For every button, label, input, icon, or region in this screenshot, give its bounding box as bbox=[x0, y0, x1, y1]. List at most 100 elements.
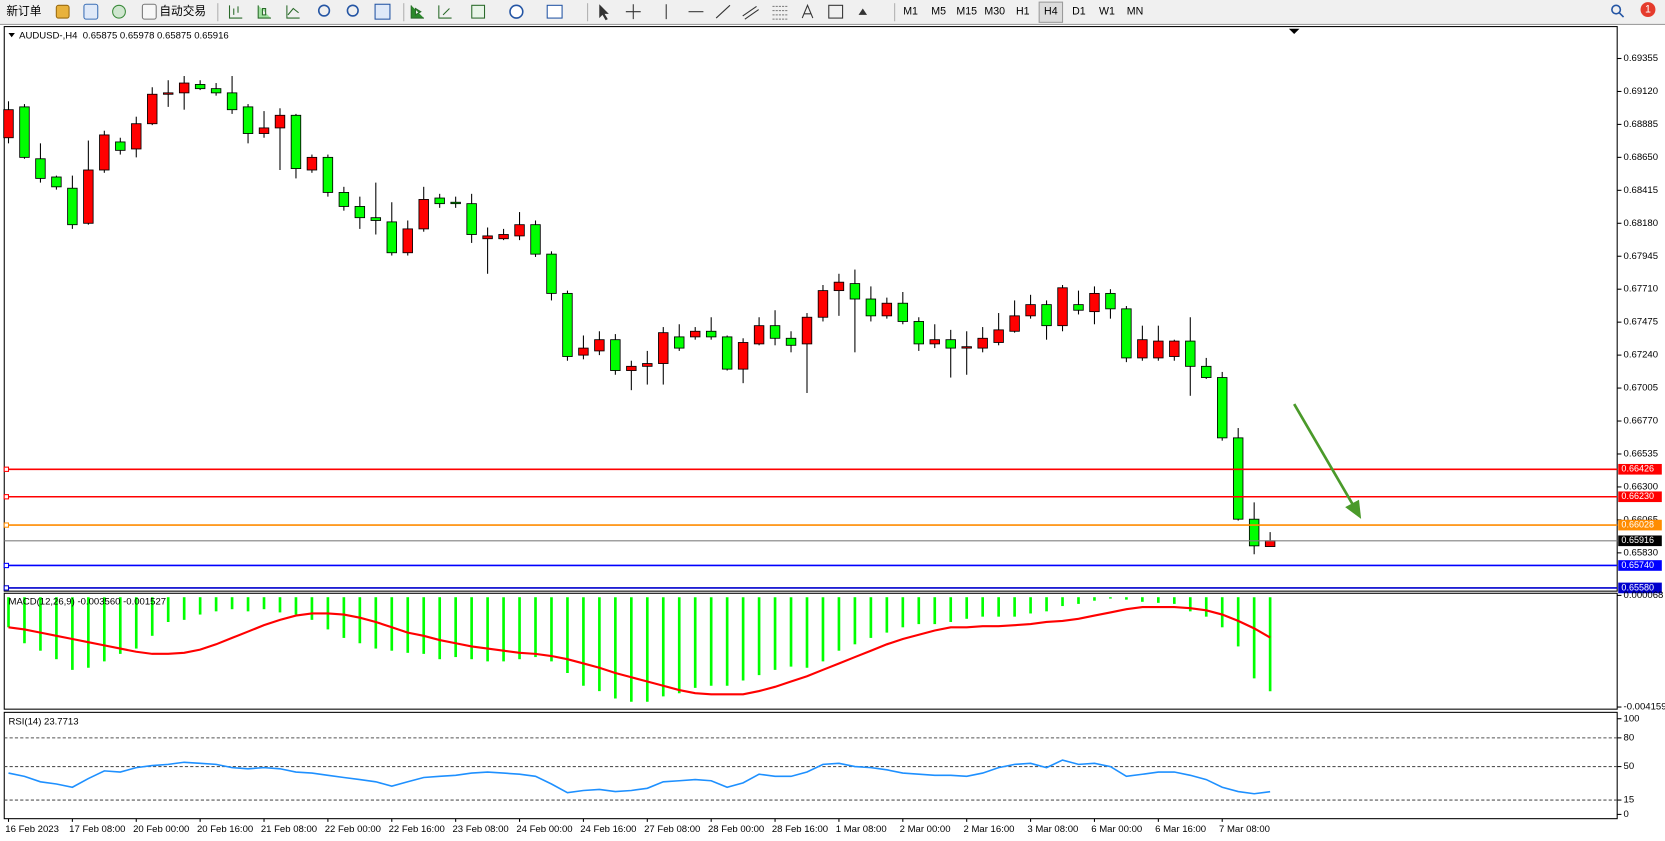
timeframe-button[interactable]: H1 bbox=[1016, 6, 1030, 18]
trendline-icon[interactable] bbox=[715, 4, 731, 19]
label-icon[interactable] bbox=[828, 4, 844, 19]
notification-badge[interactable] bbox=[1640, 2, 1656, 18]
icon[interactable] bbox=[112, 4, 126, 19]
timeframe-button[interactable]: M15 bbox=[956, 6, 977, 18]
candle-body bbox=[849, 283, 861, 300]
candle-body bbox=[1201, 365, 1212, 378]
arrows-icon[interactable] bbox=[858, 8, 868, 15]
candle-body bbox=[737, 342, 749, 370]
candle-body bbox=[1153, 340, 1164, 359]
candle-body bbox=[162, 92, 174, 95]
notification-count[interactable]: 1 bbox=[1645, 3, 1651, 15]
icon[interactable] bbox=[83, 3, 99, 20]
cursor-icon[interactable] bbox=[599, 4, 609, 21]
x-tick-label: 22 Feb 16:00 bbox=[389, 824, 445, 835]
chart-shift-marker bbox=[1288, 28, 1300, 35]
annotation-arrow bbox=[1293, 403, 1355, 507]
current-price-label: 0.65916 bbox=[1621, 535, 1654, 545]
y-tick-label: 0.67005 bbox=[1624, 383, 1659, 394]
y-tick-label: 0.68415 bbox=[1624, 185, 1659, 196]
auto-trading-icon[interactable] bbox=[141, 3, 157, 20]
candle-body bbox=[1057, 287, 1068, 327]
toolbar: 新订单 自动交易 1 M1 M5 M15 M30 H1 H4 D1 W1 M bbox=[0, 0, 1665, 25]
line-chart-icon[interactable] bbox=[286, 5, 300, 19]
rsi-line bbox=[8, 759, 1271, 795]
shift-icon[interactable] bbox=[438, 5, 452, 19]
candle-body bbox=[434, 197, 445, 205]
x-tick-label: 24 Feb 00:00 bbox=[516, 824, 572, 835]
tile-icon[interactable] bbox=[374, 3, 391, 20]
zoom-out-icon[interactable] bbox=[346, 4, 359, 17]
candle-body bbox=[242, 106, 254, 134]
candle-body bbox=[769, 325, 781, 339]
candle-body bbox=[1041, 304, 1052, 327]
timeframe-button[interactable]: M1 bbox=[903, 6, 918, 18]
new-order-button[interactable]: 新订单 bbox=[6, 4, 41, 18]
candle-body bbox=[705, 330, 717, 338]
panel-title: RSI(14) 23.7713 bbox=[9, 716, 79, 727]
templates-icon[interactable] bbox=[546, 4, 563, 19]
timeframe-button[interactable]: M5 bbox=[931, 6, 946, 18]
x-tick-label: 22 Feb 00:00 bbox=[325, 824, 381, 835]
candle-body bbox=[1169, 340, 1180, 357]
candle-body bbox=[482, 235, 493, 240]
y-tick-label: 50 bbox=[1624, 761, 1635, 772]
bar-chart-icon[interactable] bbox=[228, 5, 243, 19]
timeframe-button[interactable]: M30 bbox=[984, 6, 1005, 18]
candle-body bbox=[865, 298, 877, 317]
icon[interactable] bbox=[55, 4, 70, 19]
candle-body bbox=[131, 123, 142, 150]
timeframe-button[interactable]: H4 bbox=[1044, 6, 1058, 18]
x-tick-label: 2 Mar 16:00 bbox=[964, 824, 1015, 835]
panel-title: MACD(12,26,9) -0.003560 -0.001527 bbox=[9, 596, 167, 607]
level-anchor bbox=[3, 466, 10, 472]
fibonacci-icon[interactable] bbox=[772, 5, 788, 20]
candle-body bbox=[1089, 292, 1100, 313]
level-anchor bbox=[3, 562, 10, 569]
search-icon[interactable] bbox=[1611, 4, 1622, 15]
candle-body bbox=[1264, 540, 1276, 547]
level-label: 0.65740 bbox=[1621, 560, 1654, 570]
candle-body bbox=[626, 365, 637, 371]
x-tick-label: 3 Mar 08:00 bbox=[1027, 824, 1078, 835]
timeframe-button[interactable]: MN bbox=[1127, 6, 1143, 18]
y-tick-label: 15 bbox=[1624, 795, 1635, 806]
channel-icon[interactable] bbox=[742, 5, 759, 20]
timeframe-button[interactable]: D1 bbox=[1072, 6, 1086, 18]
level-label-box bbox=[1618, 519, 1662, 531]
candle-body bbox=[498, 234, 509, 240]
candle-body bbox=[801, 316, 813, 345]
x-tick-label: 23 Feb 08:00 bbox=[452, 824, 508, 835]
candle-body bbox=[897, 302, 909, 322]
timeframe-selected[interactable] bbox=[1038, 1, 1064, 23]
y-tick-label: 0.67475 bbox=[1624, 317, 1659, 328]
crosshair-icon[interactable] bbox=[625, 4, 641, 20]
level-label: 0.66426 bbox=[1621, 464, 1654, 474]
candle-body bbox=[993, 329, 1004, 343]
candle-body bbox=[578, 347, 589, 356]
candle-body bbox=[977, 337, 988, 349]
autoscroll-icon[interactable] bbox=[410, 5, 424, 19]
x-tick-label: 6 Mar 00:00 bbox=[1091, 824, 1142, 835]
y-tick-label: -0.004159 bbox=[1624, 702, 1665, 713]
auto-trading-button[interactable]: 自动交易 bbox=[159, 4, 206, 18]
candle-body bbox=[961, 346, 972, 349]
macd-signal-line bbox=[8, 606, 1271, 696]
zoom-in-icon[interactable] bbox=[317, 4, 331, 17]
candle-body bbox=[147, 93, 158, 125]
text-icon[interactable] bbox=[801, 3, 814, 19]
chart-area bbox=[0, 25, 1665, 841]
candle-body bbox=[546, 253, 557, 294]
candle-body bbox=[530, 224, 541, 255]
candle-body bbox=[306, 156, 318, 171]
candle-body bbox=[817, 290, 829, 318]
candle-body bbox=[178, 82, 190, 94]
periods-icon[interactable] bbox=[509, 4, 524, 19]
candle-body bbox=[1217, 377, 1228, 439]
level-label-box bbox=[1618, 560, 1662, 571]
search-icon[interactable] bbox=[1618, 12, 1625, 18]
timeframe-button[interactable]: W1 bbox=[1099, 6, 1115, 18]
indicators-icon[interactable] bbox=[471, 4, 486, 19]
candle-body bbox=[466, 203, 477, 235]
